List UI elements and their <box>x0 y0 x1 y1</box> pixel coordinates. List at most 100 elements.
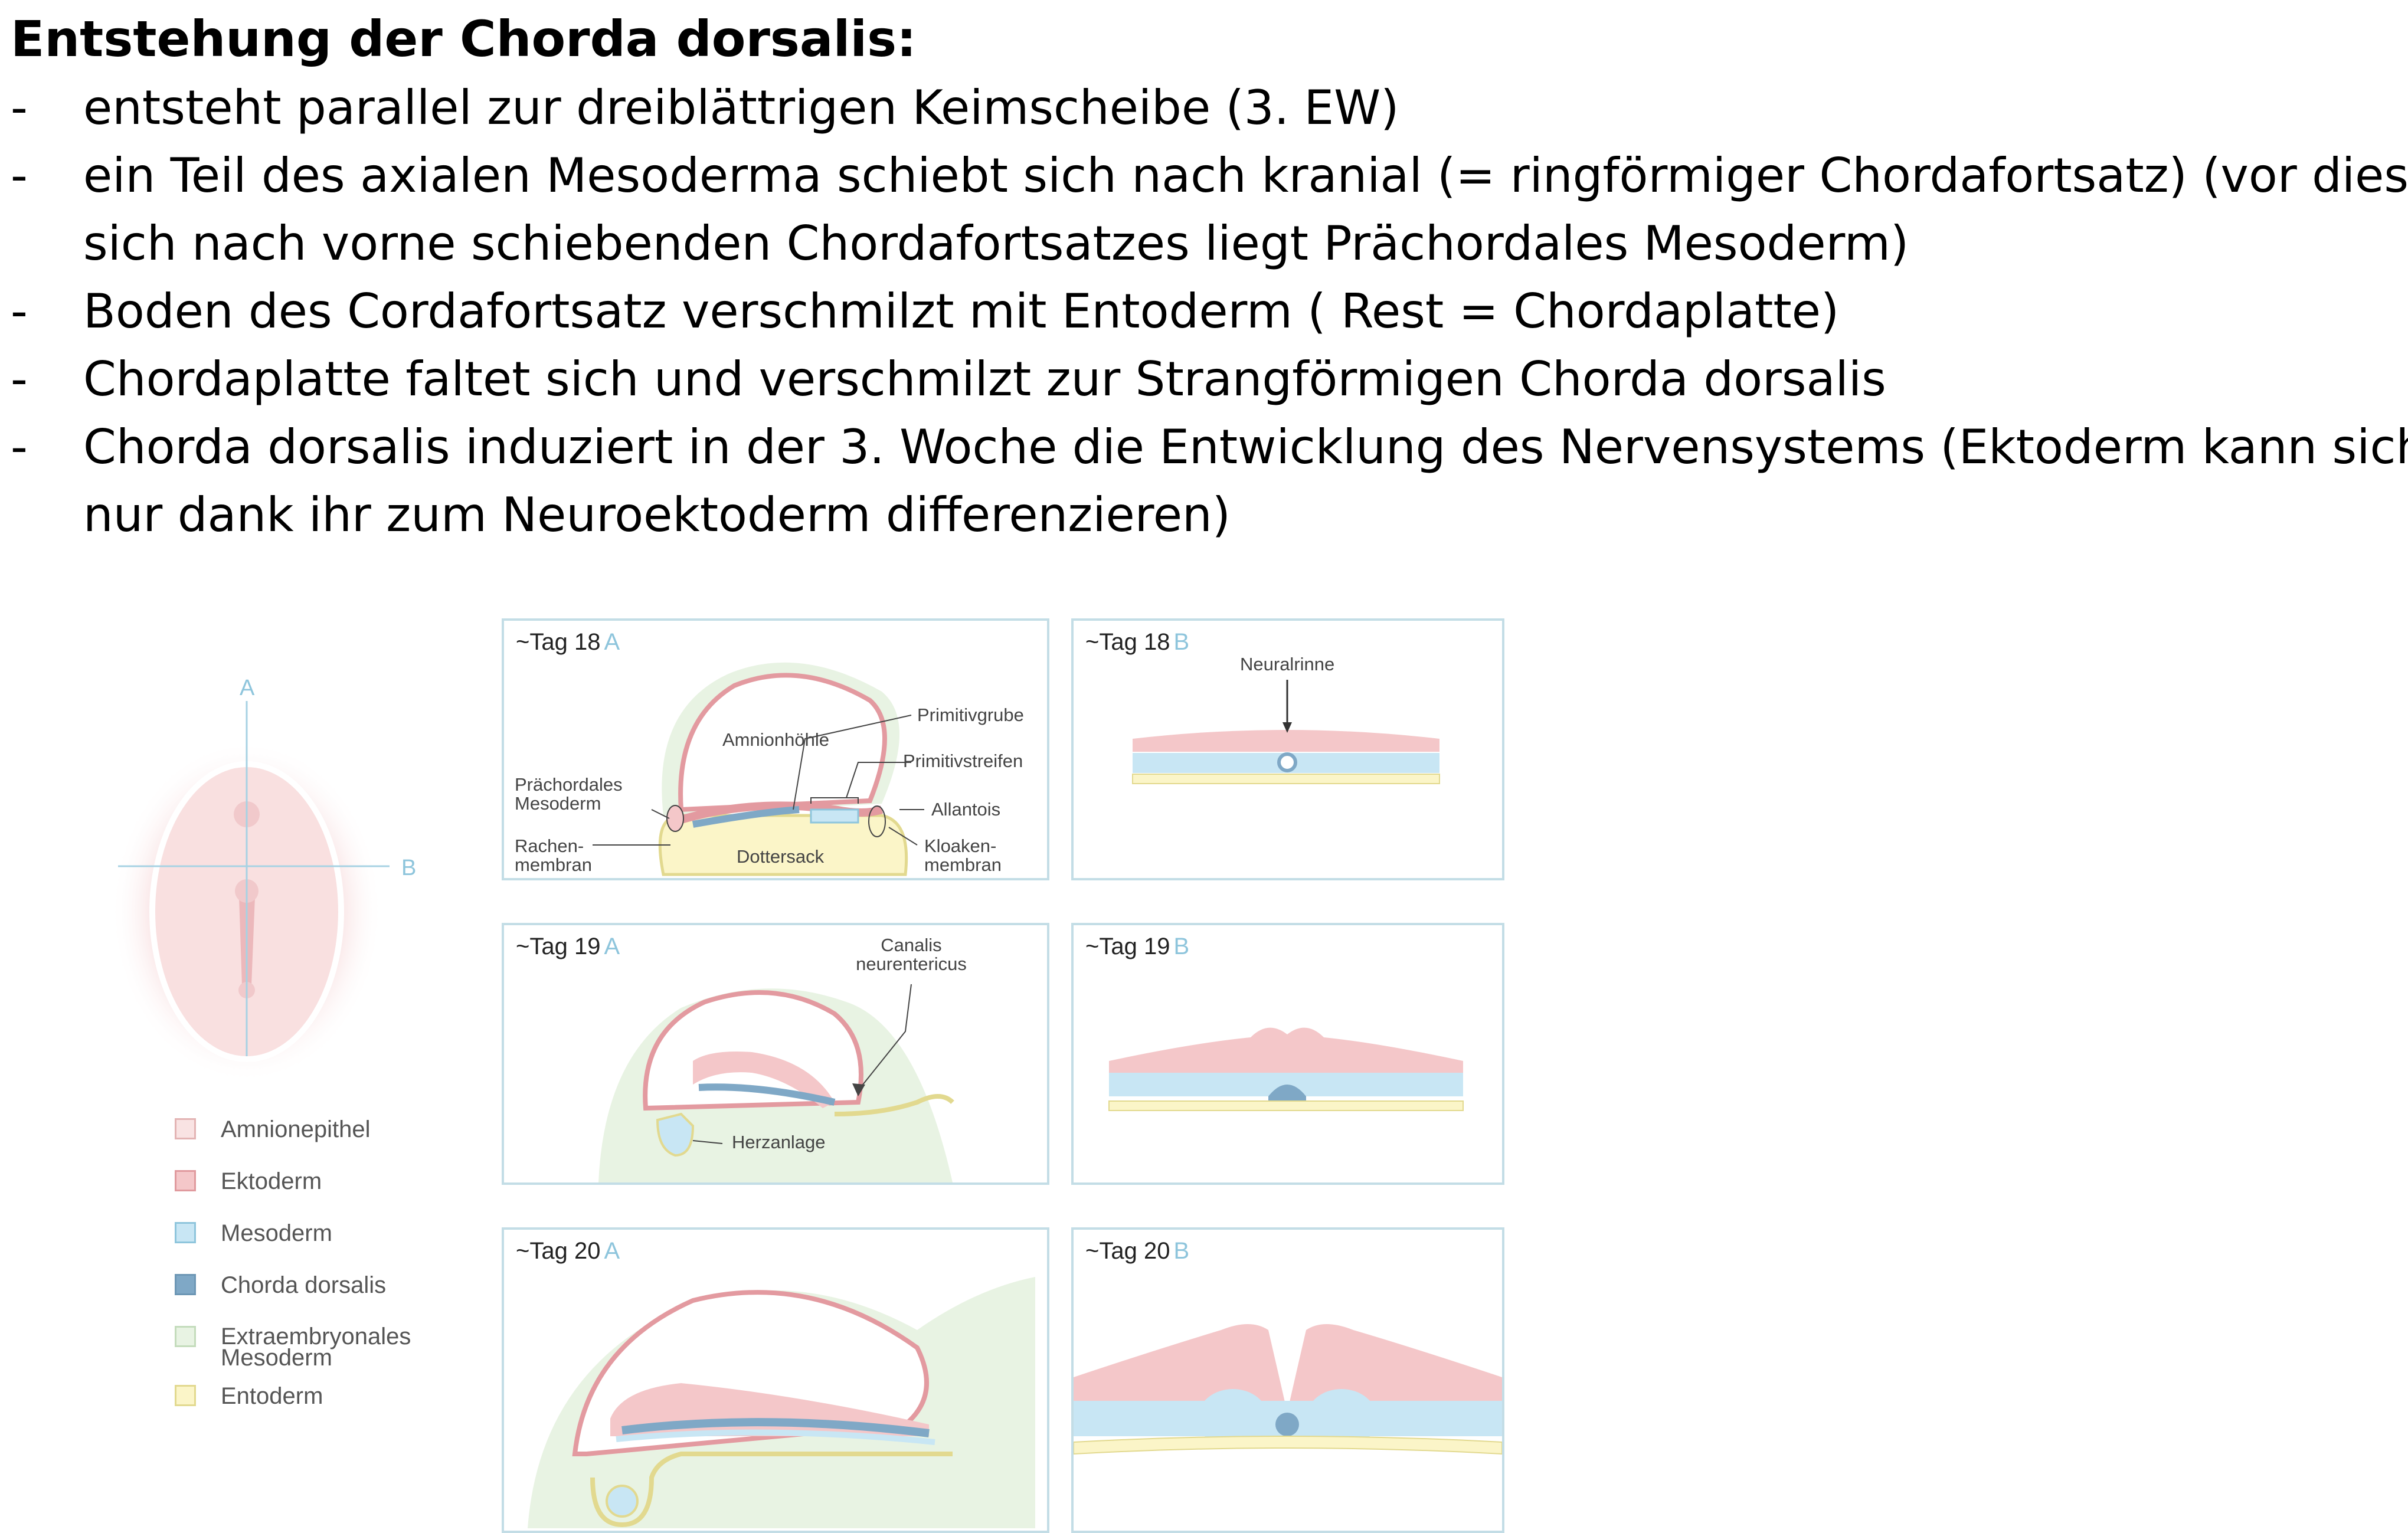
panel-day20-a: ~Tag 20 A <box>502 1227 1049 1533</box>
pointer-line <box>858 984 912 1091</box>
prechordal-plate-dot <box>234 801 260 827</box>
label-neuralrinne: Neuralrinne <box>1240 654 1335 674</box>
pointer-line <box>846 762 911 798</box>
label-line: Rachen- <box>515 836 584 856</box>
entoderm-layer <box>590 1452 953 1528</box>
axis-a-label: A <box>240 676 255 700</box>
bullet-list: - entsteht parallel zur dreiblättrigen Ke… <box>11 74 2408 549</box>
label-line: Mesoderm <box>515 793 601 814</box>
legend-swatch <box>175 1118 196 1139</box>
ectoderm-layer <box>1109 1027 1463 1073</box>
legend-swatch <box>175 1385 196 1406</box>
legend-swatch <box>175 1326 196 1347</box>
legend-swatch <box>175 1222 196 1243</box>
bullet-item: - Chordaplatte faltet sich und verschmilz… <box>11 345 2407 413</box>
bullet-item: - entsteht parallel zur dreiblättrigen Ke… <box>11 74 2407 142</box>
amnion-cavity-outline <box>643 990 863 1111</box>
label-herzanlage: Herzanlage <box>732 1132 826 1152</box>
entoderm-layer <box>1074 1436 1502 1455</box>
label-line: Canalis <box>881 935 942 955</box>
label-kloakenmembran: Kloaken-membran <box>924 837 1002 874</box>
legend-label: Entoderm <box>221 1383 323 1409</box>
panel-view-letter: A <box>604 933 620 959</box>
arrow-head <box>1282 722 1292 733</box>
panel-view-letter: B <box>1173 629 1190 655</box>
label-line: neurentericus <box>856 954 967 974</box>
pointer-line <box>888 827 918 846</box>
panel-title: ~Tag 20 B <box>1085 1238 1189 1265</box>
panel-title: ~Tag 18 B <box>1085 629 1189 656</box>
bullet-text-continued: sich nach vorne schiebenden Chordafortsa… <box>83 216 1909 271</box>
panel-day-label: ~Tag 18 <box>516 629 601 655</box>
legend-label: Chorda dorsalis <box>221 1272 387 1298</box>
label-primitivgrube: Primitivgrube <box>917 705 1024 725</box>
day19a-illustration <box>598 984 954 1182</box>
bullet-text-continued: nur dank ihr zum Neuroektoderm differenz… <box>83 487 1231 542</box>
mesoderm-layer <box>1133 753 1439 773</box>
label-rachenmembran: Rachen-membran <box>515 837 592 874</box>
heart-primordium-shape <box>656 1112 695 1157</box>
chorda-process-shape <box>692 806 800 828</box>
legend-swatch <box>175 1274 196 1295</box>
pointer-line <box>651 809 670 819</box>
primitive-streak-shape <box>239 888 255 988</box>
mesoderm-layer <box>616 1429 935 1445</box>
slide-title: Entstehung der Chorda dorsalis: <box>11 10 917 68</box>
disc-glow <box>111 741 382 1083</box>
ectoderm-layer <box>1133 730 1439 752</box>
bullet-text: ein Teil des axialen Mesoderma schiebt s… <box>83 148 2408 203</box>
pointer-line <box>692 1140 723 1144</box>
label-dottersack: Dottersack <box>737 846 825 867</box>
panel-day-label: ~Tag 20 <box>516 1238 601 1264</box>
panel-title: ~Tag 19 B <box>1085 933 1189 960</box>
heart-primordium-shape <box>606 1485 639 1518</box>
legend-label-line: Extraembryonales <box>221 1324 411 1349</box>
panel-title: ~Tag 19 A <box>516 933 620 960</box>
panel-view-letter: A <box>604 629 620 655</box>
arrow-head <box>852 1083 865 1096</box>
entoderm-layer <box>1132 774 1440 784</box>
panel-day-label: ~Tag 19 <box>516 933 601 959</box>
panel-day19-b: ~Tag 19 B <box>1071 923 1504 1185</box>
ectoderm-layer <box>673 801 884 826</box>
axis-b-label: B <box>401 856 417 880</box>
bullet-dash: - <box>11 352 28 407</box>
chorda-shape <box>621 1418 930 1437</box>
entoderm-layer <box>834 1094 954 1116</box>
bullet-text: entsteht parallel zur dreiblättrigen Kei… <box>83 80 1399 135</box>
cloacal-membrane-shape <box>868 805 886 837</box>
chorda-shape <box>1268 1085 1306 1102</box>
panel-view-letter: B <box>1173 1238 1190 1264</box>
primitive-streak-shape <box>810 808 859 824</box>
panel-day19-a: ~Tag 19 A Canalis neurentericus Herzanlage <box>502 923 1049 1185</box>
legend-label-line: Mesoderm <box>221 1345 332 1371</box>
yolk-sac-shape <box>658 814 908 876</box>
bullet-text: Chorda dorsalis induziert in der 3. Woch… <box>83 420 2408 474</box>
label-line: Prächordales <box>515 774 623 795</box>
label-canalis-neurentericus: Canalis neurentericus <box>852 936 970 974</box>
ectoderm-layer <box>693 1052 835 1108</box>
primitive-node-dot <box>235 879 259 903</box>
bullet-text: Chordaplatte faltet sich und verschmilzt… <box>83 352 1886 407</box>
extraembryonic-mesoderm-shape <box>598 988 953 1182</box>
label-primitivstreifen: Primitivstreifen <box>903 751 1023 771</box>
label-line: membran <box>924 854 1002 875</box>
panel-view-letter: B <box>1173 933 1190 959</box>
panel-day18-b: ~Tag 18 B Neuralrinne <box>1071 618 1504 880</box>
paraxial-mesoderm-shape <box>1198 1389 1268 1448</box>
label-praechordales-mesoderm: Prächordales Mesoderm <box>515 775 623 813</box>
amnion-cavity-outline <box>572 1290 929 1456</box>
mesoderm-layer <box>1074 1401 1502 1436</box>
panel-day-label: ~Tag 20 <box>1085 1238 1170 1264</box>
disc-shape <box>149 761 344 1062</box>
ectoderm-layer <box>610 1383 929 1436</box>
panel-title: ~Tag 18 A <box>516 629 620 656</box>
panel-day20-b: ~Tag 20 B <box>1071 1227 1504 1533</box>
amnion-cavity-outline <box>678 673 887 813</box>
day18a-illustration <box>593 662 924 876</box>
paraxial-mesoderm-shape <box>1306 1389 1377 1448</box>
label-amnionhoehle: Amnionhöhle <box>722 729 829 750</box>
bullet-item: - Boden des Cordafortsatz verschmilzt mit… <box>11 277 2407 345</box>
day19b-illustration <box>1108 1027 1464 1111</box>
day20b-illustration <box>1074 1324 1502 1455</box>
